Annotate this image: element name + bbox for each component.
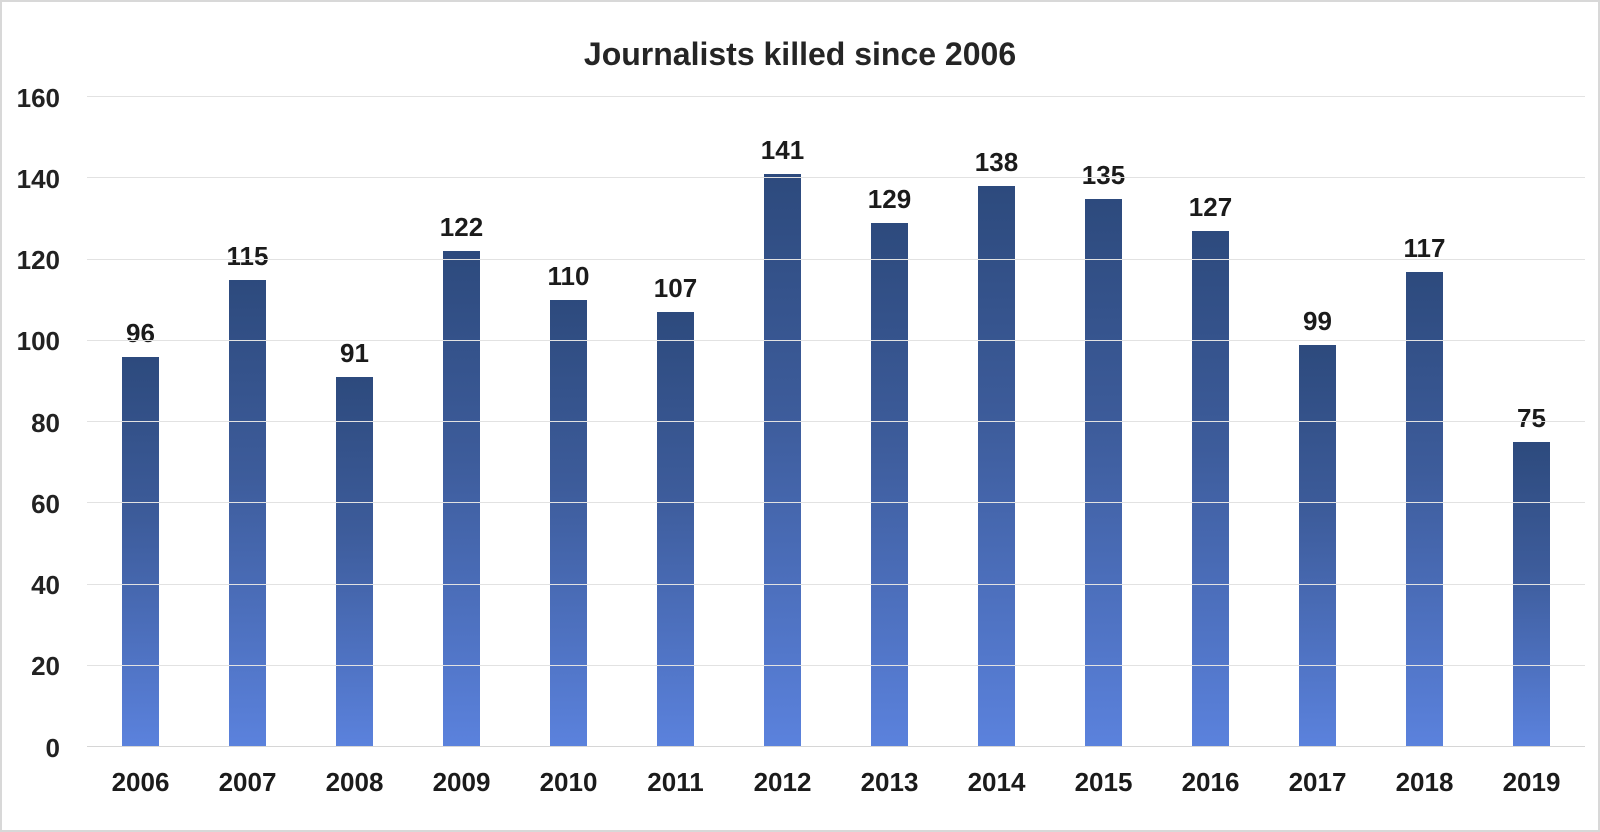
y-tick-label-80: 80 bbox=[31, 407, 60, 438]
bar-slot-2009: 122 bbox=[408, 97, 515, 747]
x-tick-label-2007: 2007 bbox=[218, 767, 277, 797]
bar-value-label-2019: 75 bbox=[1517, 403, 1546, 434]
bar-value-label-2011: 107 bbox=[653, 273, 698, 304]
bar-value-label-2012: 141 bbox=[760, 135, 805, 166]
bar-value-label-2010: 110 bbox=[547, 261, 590, 292]
gridline-20 bbox=[87, 664, 1585, 666]
bar-value-label-2008: 91 bbox=[340, 338, 369, 369]
x-tick-label-2013: 2013 bbox=[860, 767, 919, 797]
x-tick-label-2014: 2014 bbox=[967, 767, 1026, 797]
gridline-80 bbox=[87, 421, 1585, 422]
x-tick-label-2018: 2018 bbox=[1395, 767, 1454, 797]
bar-value-label-2006: 96 bbox=[126, 318, 155, 348]
bar-2018 bbox=[1406, 271, 1443, 747]
bar-value-label-2013: 129 bbox=[867, 183, 912, 214]
bar-slot-2011: 107 bbox=[622, 97, 729, 747]
y-tick-label-60: 60 bbox=[31, 488, 60, 519]
x-tick-label-2008: 2008 bbox=[325, 767, 384, 797]
x-axis: 2006 2007 2008 2009 2010 2011 2012 2013 2014 2015… bbox=[87, 747, 1585, 807]
bar-2008 bbox=[336, 377, 373, 747]
x-tick-label-2015: 2015 bbox=[1074, 767, 1133, 797]
bar-value-label-2014: 138 bbox=[974, 147, 1019, 178]
x-tick-label-2009: 2009 bbox=[432, 767, 491, 797]
y-axis: 0 20 40 60 80 100 120 140 160 bbox=[2, 85, 74, 761]
bar-2016 bbox=[1192, 231, 1229, 747]
gridline-0 bbox=[87, 746, 1585, 747]
bar-2009 bbox=[443, 251, 480, 747]
bar-slot-2012: 141 bbox=[729, 97, 836, 747]
y-tick-label-20: 20 bbox=[31, 651, 60, 682]
bar-2007 bbox=[229, 279, 266, 747]
bar-slot-2010: 110 bbox=[515, 97, 622, 747]
y-tick-label-160: 160 bbox=[16, 82, 60, 113]
bar-value-label-2018: 117 bbox=[1403, 232, 1446, 263]
bar-2011 bbox=[657, 312, 694, 747]
bar-slot-2018: 117 bbox=[1371, 97, 1478, 747]
bar-2014 bbox=[978, 186, 1015, 747]
y-tick-label-120: 120 bbox=[16, 245, 60, 275]
bar-slot-2013: 129 bbox=[836, 97, 943, 747]
bar-2012 bbox=[764, 174, 801, 747]
gridline-120 bbox=[87, 258, 1585, 260]
bar-value-label-2009: 122 bbox=[439, 212, 484, 243]
gridline-100 bbox=[87, 339, 1585, 341]
x-tick-label-2016: 2016 bbox=[1181, 767, 1240, 797]
bars-row: 96 115 91 122 110 107 141 129 138 135 127 99 117 75 bbox=[87, 97, 1585, 747]
bar-value-label-2017: 99 bbox=[1303, 305, 1332, 336]
bar-2006 bbox=[122, 357, 159, 747]
bar-slot-2015: 135 bbox=[1050, 97, 1157, 747]
x-tick-label-2017: 2017 bbox=[1288, 767, 1347, 797]
bar-slot-2016: 127 bbox=[1157, 97, 1264, 747]
bar-value-label-2016: 127 bbox=[1188, 192, 1233, 223]
x-tick-label-2019: 2019 bbox=[1502, 767, 1561, 797]
plot-area: 96 115 91 122 110 107 141 129 138 135 127 99 117 75 bbox=[87, 96, 1585, 747]
bar-slot-2007: 115 bbox=[194, 97, 301, 747]
bar-slot-2008: 91 bbox=[301, 97, 408, 747]
gridline-140 bbox=[87, 177, 1585, 179]
gridline-160 bbox=[87, 96, 1585, 97]
bar-2010 bbox=[550, 300, 587, 747]
x-tick-label-2006: 2006 bbox=[111, 767, 170, 797]
chart-title: Journalists killed since 2006 bbox=[583, 36, 1017, 72]
y-tick-label-40: 40 bbox=[31, 570, 60, 600]
bar-2017 bbox=[1299, 344, 1336, 747]
bar-slot-2006: 96 bbox=[87, 97, 194, 747]
x-tick-label-2011: 2011 bbox=[647, 767, 704, 797]
bar-slot-2014: 138 bbox=[943, 97, 1050, 747]
y-tick-label-140: 140 bbox=[16, 163, 60, 194]
x-tick-label-2012: 2012 bbox=[753, 767, 812, 797]
gridline-60 bbox=[87, 502, 1585, 504]
bar-slot-2019: 75 bbox=[1478, 97, 1585, 747]
bar-slot-2017: 99 bbox=[1264, 97, 1371, 747]
bar-value-label-2007: 115 bbox=[226, 240, 269, 271]
y-tick-label-100: 100 bbox=[16, 326, 60, 357]
bar-2013 bbox=[871, 222, 908, 747]
gridline-40 bbox=[87, 583, 1585, 585]
x-tick-label-2010: 2010 bbox=[539, 767, 598, 797]
y-tick-label-0: 0 bbox=[45, 732, 60, 763]
bar-2019 bbox=[1513, 442, 1550, 747]
bar-2015 bbox=[1085, 198, 1122, 747]
bar-value-label-2015: 135 bbox=[1081, 159, 1126, 190]
